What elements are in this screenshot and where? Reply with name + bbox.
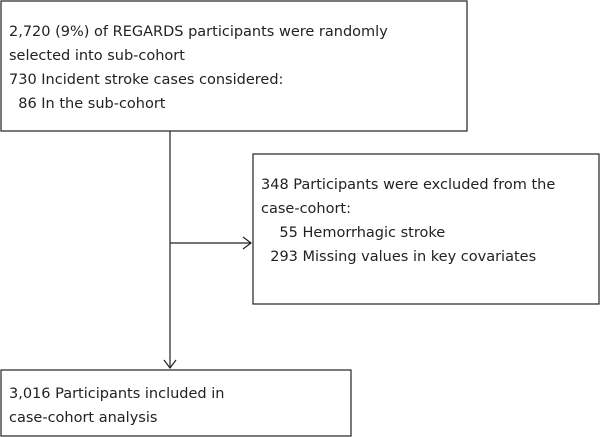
arrowhead-right <box>242 236 252 250</box>
box-text-line: selected into sub-cohort <box>9 48 185 64</box>
box-text-line: case-cohort: <box>261 201 351 217</box>
box-text-line: 730 Incident stroke cases considered: <box>9 72 283 88</box>
box-text-line: 293 Missing values in key covariates <box>261 249 536 265</box>
arrowhead-down <box>163 359 177 369</box>
box-excluded <box>252 153 600 305</box>
box-text-line: 55 Hemorrhagic stroke <box>261 225 445 241</box>
box-text-line: 2,720 (9%) of REGARDS participants were … <box>9 24 388 40</box>
box-text-line: 348 Participants were excluded from the <box>261 177 555 193</box>
box-text-line: 3,016 Participants included in <box>9 386 224 402</box>
box-bottom <box>0 369 352 437</box>
box-top <box>0 0 468 132</box>
box-text-line: case-cohort analysis <box>9 410 157 426</box>
box-text-line: 86 In the sub-cohort <box>9 96 166 112</box>
